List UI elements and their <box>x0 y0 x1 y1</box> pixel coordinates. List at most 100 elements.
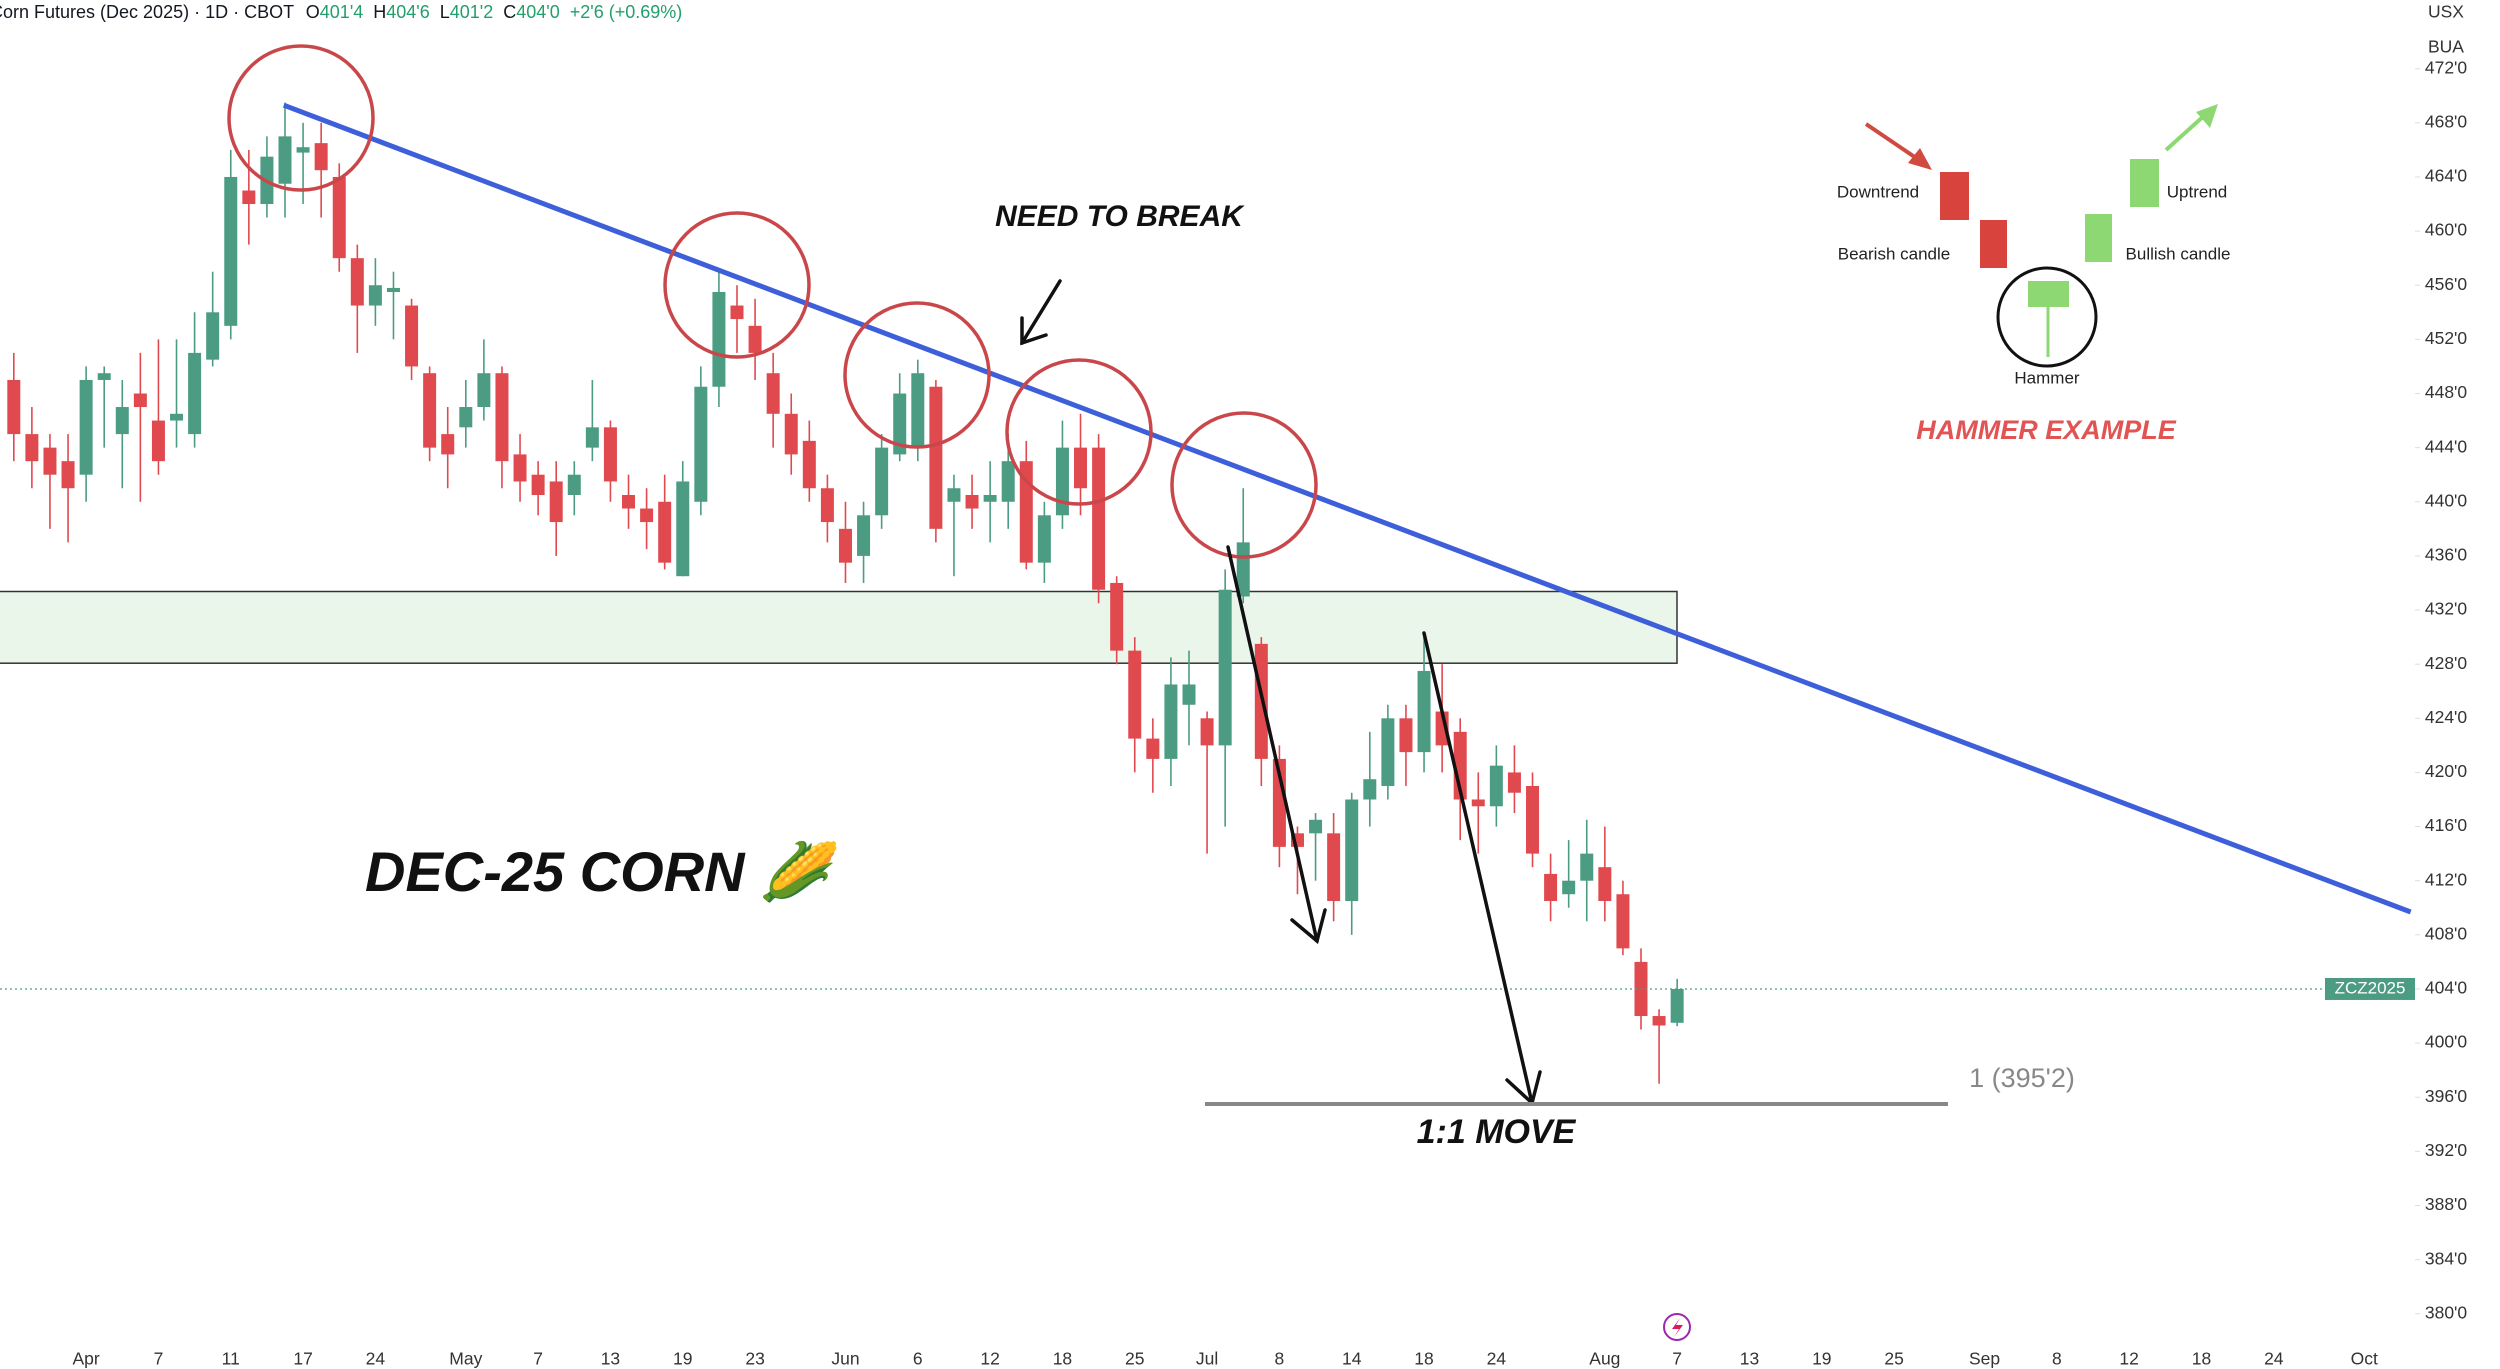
x-tick-label: 17 <box>293 1349 312 1369</box>
candle-body <box>1544 873 1558 901</box>
y-tick-label: 400'0 <box>2425 1032 2468 1052</box>
x-tick-label: 24 <box>2264 1349 2284 1369</box>
x-tick-label: 7 <box>1672 1349 1682 1369</box>
candle-body <box>1272 758 1286 847</box>
candle-body <box>332 176 346 259</box>
x-tick-label: Oct <box>2351 1349 2378 1369</box>
candle-body <box>1074 447 1088 489</box>
y-tick-label: 436'0 <box>2425 545 2468 565</box>
y-tick-label: 412'0 <box>2425 869 2468 889</box>
candle-body <box>658 501 672 563</box>
arrow <box>1226 545 1319 943</box>
example-circle <box>1996 266 2098 368</box>
touch-circle <box>227 44 375 192</box>
candle-body <box>513 454 527 482</box>
ohlc-key: H <box>373 2 386 22</box>
candle-body <box>423 373 437 448</box>
example-label: Bearish candle <box>1838 244 1950 263</box>
example-label: Hammer <box>2014 368 2080 387</box>
candle-body <box>1146 738 1160 759</box>
ohlc-value: 401'2 <box>450 2 493 22</box>
candle-body <box>549 481 563 523</box>
ohlc-key: L <box>440 2 450 22</box>
x-tick-label: 18 <box>1053 1349 1072 1369</box>
candle-body <box>188 352 202 435</box>
x-tick-label: 24 <box>366 1349 386 1369</box>
candle-body <box>1164 684 1178 759</box>
candle-body <box>676 481 690 577</box>
candle-body <box>1526 785 1540 854</box>
candle-body <box>567 474 581 495</box>
candle-body <box>1363 779 1377 800</box>
x-tick-label: 8 <box>1275 1349 1285 1369</box>
candle-body <box>640 508 654 523</box>
x-tick-label: 18 <box>1414 1349 1433 1369</box>
candle-body <box>1327 833 1341 901</box>
candle-body <box>1598 867 1612 901</box>
y-tick-label: 380'0 <box>2425 1302 2468 1322</box>
y-tick-label: 460'0 <box>2425 220 2468 240</box>
x-tick-label: 7 <box>533 1349 543 1369</box>
example-label: Downtrend <box>1837 182 1919 201</box>
x-tick-label: Sep <box>1969 1349 2000 1369</box>
candle-body <box>1670 988 1684 1023</box>
candle-body <box>1128 650 1142 739</box>
candle-body <box>585 427 599 448</box>
axis-background <box>2415 0 2500 1369</box>
y-tick-label: 404'0 <box>2425 978 2468 998</box>
arrow-head <box>1020 316 1048 346</box>
price-tag-background <box>2325 977 2415 1000</box>
target-label: 1 (395'2) <box>1969 1063 2075 1093</box>
candle-body <box>368 285 382 306</box>
x-tick-label: 13 <box>601 1349 620 1369</box>
price-tag-symbol: ZCZ2025 <box>2335 978 2406 997</box>
candle-body <box>1055 447 1069 516</box>
candle-body <box>97 373 111 380</box>
ohlc-value: 401'4 <box>320 2 363 22</box>
candle-body <box>1092 447 1106 590</box>
candle-body <box>25 434 39 462</box>
candle-body <box>151 420 165 462</box>
candle-body <box>1182 684 1196 705</box>
annotation-title: DEC-25 CORN 🌽 <box>365 838 840 904</box>
candle-body <box>79 379 93 475</box>
candle-body <box>838 528 852 563</box>
candle-body <box>405 305 419 367</box>
candle-body <box>133 393 147 408</box>
y-tick-label: 396'0 <box>2425 1086 2468 1106</box>
example-candle <box>2028 281 2069 307</box>
candle-body <box>875 447 889 516</box>
support-zone <box>0 590 1678 664</box>
ohlc-key: O <box>306 2 320 22</box>
candle-body <box>314 143 328 171</box>
y-tick-label: 452'0 <box>2425 328 2468 348</box>
y-tick-label: 384'0 <box>2425 1248 2468 1268</box>
candle-body <box>802 440 816 489</box>
change: +2'6 (+0.69%) <box>570 2 683 22</box>
unit: BUA <box>2428 37 2464 57</box>
candle-body <box>1417 670 1431 753</box>
x-tick-label: Apr <box>73 1349 100 1369</box>
candle-body <box>7 379 21 435</box>
candle-body <box>1507 772 1521 793</box>
candle-body <box>1471 799 1485 807</box>
candle-body <box>1110 582 1124 651</box>
candle-body <box>296 147 310 153</box>
candle-body <box>43 447 57 475</box>
ohlc-key: C <box>503 2 516 22</box>
candle-body <box>983 495 997 502</box>
trend-line <box>282 102 2412 915</box>
y-tick-label: 428'0 <box>2425 653 2468 673</box>
y-tick-label: 424'0 <box>2425 707 2468 727</box>
symbol: Corn Futures (Dec 2025) · 1D · CBOT <box>0 2 294 22</box>
candle-body <box>531 474 545 495</box>
y-tick-label: 456'0 <box>2425 274 2468 294</box>
candles <box>0 102 2415 1084</box>
candle-body <box>278 136 292 184</box>
y-tick-label: 464'0 <box>2425 166 2468 186</box>
candle-body <box>712 292 726 387</box>
x-tick-label: Jul <box>1196 1349 1218 1369</box>
candle-body <box>495 373 509 462</box>
event-icon <box>1672 1318 1683 1337</box>
